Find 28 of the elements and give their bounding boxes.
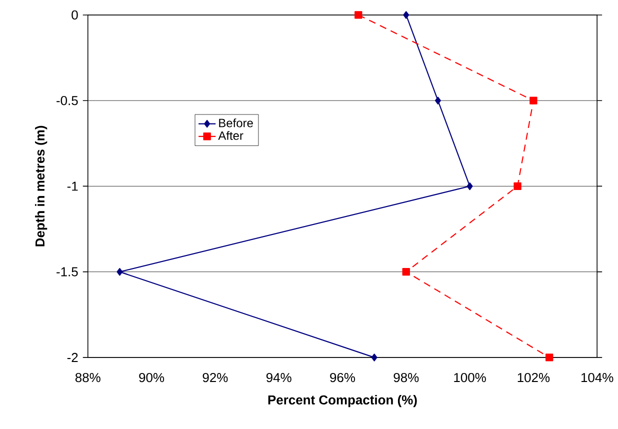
y-tick-label: 0 (72, 10, 78, 20)
point (371, 353, 378, 362)
y-tick-label: -1.5 (56, 267, 78, 276)
point (116, 268, 123, 276)
x-tick-label: 88% (75, 372, 100, 382)
y-axis-title: Depth in metres (m) (35, 126, 48, 246)
point (546, 353, 554, 362)
point (466, 182, 473, 190)
legend-label: After (218, 130, 244, 140)
point (514, 182, 522, 190)
x-tick-label: 90% (139, 372, 164, 382)
x-axis-title: Percent Compaction (%) (268, 394, 417, 407)
point (530, 96, 538, 104)
point (354, 10, 362, 19)
x-tick-label: 98% (394, 372, 419, 382)
legend-label: Before (219, 118, 253, 128)
point (434, 96, 441, 104)
x-tick-label: 94% (266, 372, 292, 382)
y-tick-label: -1 (67, 182, 78, 191)
y-tick-label: -2 (67, 352, 78, 362)
point (402, 268, 410, 276)
x-tick-label: 104% (581, 372, 614, 382)
x-tick-label: 102% (518, 372, 550, 382)
point (403, 10, 410, 19)
y-tick-label: -0.5 (56, 96, 78, 106)
x-tick-label: 92% (202, 372, 228, 382)
x-tick-label: 100% (454, 372, 486, 382)
x-tick-label: 96% (330, 372, 356, 382)
